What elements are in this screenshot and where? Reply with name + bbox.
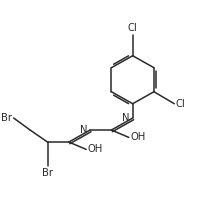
Text: Cl: Cl (128, 23, 137, 33)
Text: N: N (80, 125, 87, 135)
Text: Cl: Cl (175, 99, 185, 109)
Text: OH: OH (130, 132, 146, 142)
Text: OH: OH (88, 144, 103, 154)
Text: Br: Br (1, 113, 12, 123)
Text: Br: Br (42, 168, 53, 178)
Text: N: N (122, 113, 130, 123)
